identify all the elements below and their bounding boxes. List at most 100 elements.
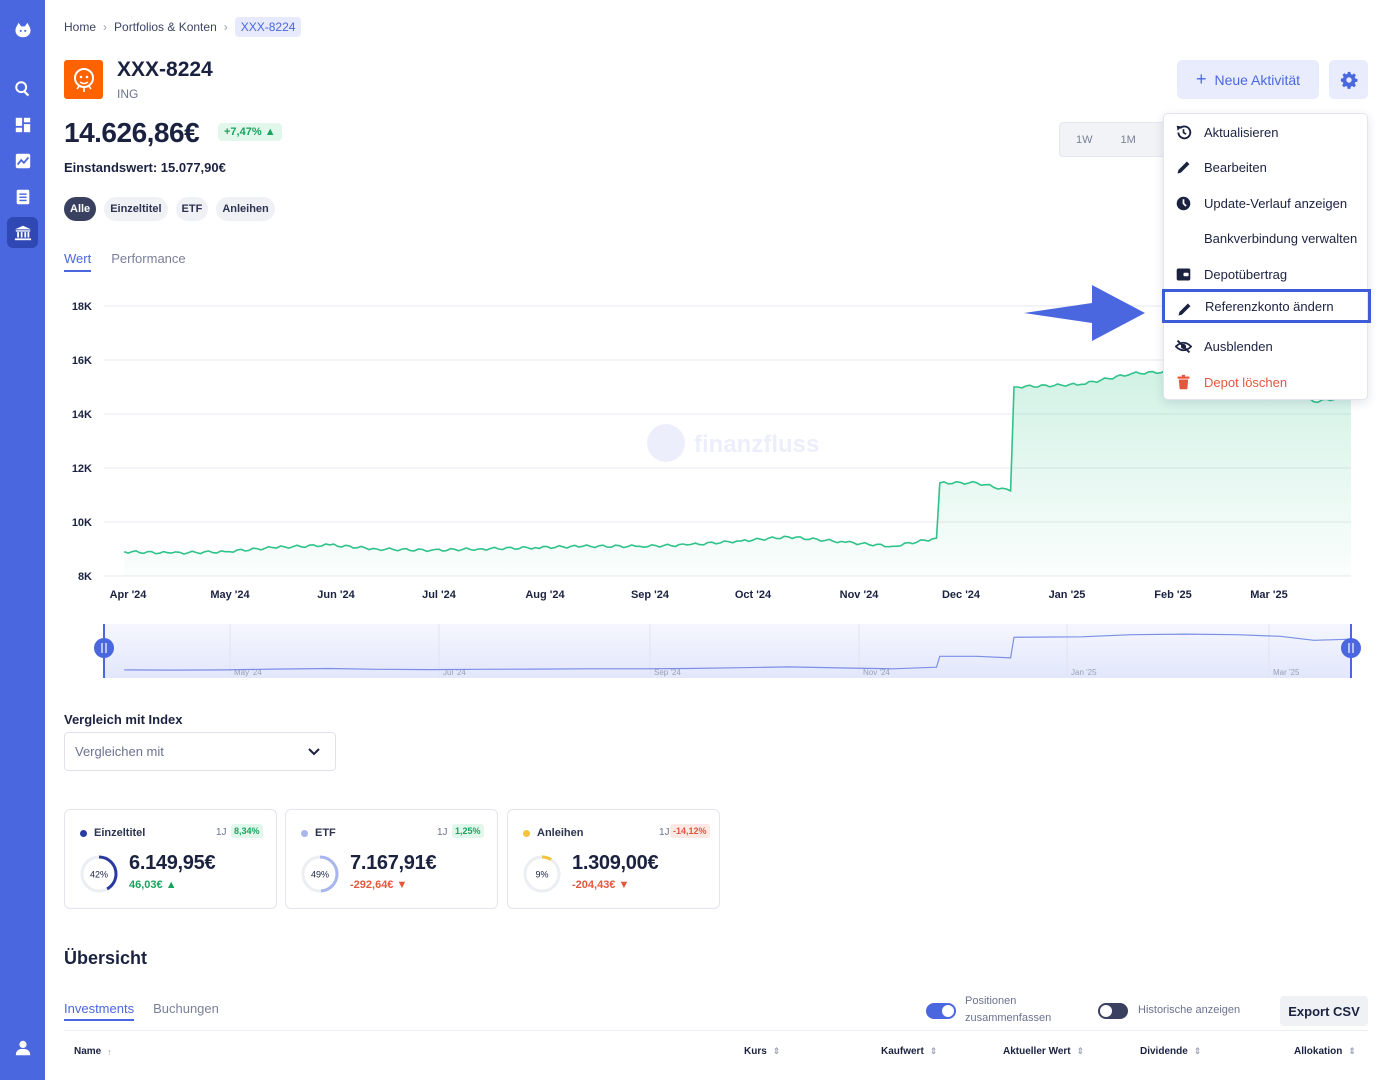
menu-item-reference-account[interactable]: Referenzkonto ändern (1162, 289, 1371, 323)
menu-item-refresh[interactable]: Aktualisieren (1164, 115, 1369, 149)
new-activity-button[interactable]: + Neue Aktivität (1177, 60, 1319, 99)
column-header-kurs[interactable]: Kurs ⇕ (744, 1046, 781, 1057)
breadcrumb-portfolios[interactable]: Portfolios & Konten (114, 20, 217, 34)
toggle-show-historic[interactable] (1098, 1003, 1128, 1019)
x-tick-label: Apr '24 (110, 589, 148, 601)
portfolio-value: 14.626,86€ (64, 117, 200, 148)
bank-icon[interactable] (7, 217, 38, 248)
history-refresh-icon (1176, 125, 1192, 140)
export-csv-button[interactable]: Export CSV (1280, 996, 1368, 1026)
x-tick-label: Nov '24 (840, 589, 880, 601)
watermark: finanzfluss (647, 424, 819, 462)
card-performance-badge: 1,25% (452, 824, 484, 838)
menu-item-depot-transfer[interactable]: Depotübertrag (1164, 257, 1369, 291)
filter-chip-alle[interactable]: Alle (64, 197, 97, 221)
overview-tabs: Investments Buchungen (64, 1001, 219, 1021)
sidebar (0, 0, 45, 1080)
trash-icon (1177, 374, 1190, 390)
chevron-right-icon: › (103, 20, 108, 34)
menu-item-hide[interactable]: Ausblenden (1164, 329, 1369, 363)
series-area (124, 369, 1352, 576)
card-delta: 46,03€ ▲ (129, 879, 177, 891)
x-tick-label: Jan '25 (1049, 589, 1086, 601)
filter-chip-anleihen[interactable]: Anleihen (216, 197, 275, 221)
search-icon[interactable] (7, 73, 38, 104)
bank-name: ING (117, 87, 139, 101)
finanzfluss-logo-icon[interactable] (7, 14, 38, 45)
navigator-label: Nov '24 (863, 668, 890, 677)
range-selector: 1W 1M Y (1059, 122, 1171, 157)
chart-icon[interactable] (7, 145, 38, 176)
navigator-label: Mar '25 (1273, 668, 1300, 677)
legend-dot (523, 830, 530, 837)
allocation-donut: 9% (523, 855, 561, 893)
navigator-label: Jan '25 (1071, 668, 1097, 677)
column-header-aktueller-wert[interactable]: Aktueller Wert ⇕ (1003, 1046, 1085, 1057)
tab-buchungen[interactable]: Buchungen (153, 1001, 219, 1016)
asset-class-card[interactable]: Einzeltitel 1J 8,34% 42% 6.149,95€ 46,03€ ▲ (64, 809, 277, 909)
breadcrumb: Home › Portfolios & Konten › XXX-8224 (64, 17, 302, 37)
x-tick-label: Aug '24 (525, 589, 565, 601)
chevron-down-icon (308, 748, 320, 756)
clock-history-icon (1176, 196, 1191, 211)
menu-item-bank-connection[interactable]: Bankverbindung verwalten (1204, 230, 1358, 246)
x-tick-label: Oct '24 (735, 589, 772, 601)
column-header-allokation[interactable]: Allokation ⇕ (1294, 1046, 1356, 1057)
allocation-donut: 49% (301, 855, 339, 893)
allocation-share: 9% (535, 870, 548, 880)
user-icon[interactable] (7, 1032, 38, 1063)
tab-investments[interactable]: Investments (64, 1001, 135, 1021)
navigator-label: Jul '24 (443, 668, 466, 677)
asset-class-card[interactable]: Anleihen 1J -14,12% 9% 1.309,00€ -204,43€ ▼ (507, 809, 720, 909)
y-tick-label: 10K (72, 517, 92, 529)
annotation-arrow (1024, 285, 1145, 341)
menu-item-delete-depot[interactable]: Depot löschen (1164, 365, 1369, 399)
card-delta: -204,43€ ▼ (572, 879, 630, 891)
allocation-donut: 42% (80, 855, 118, 893)
card-name: Einzeltitel (94, 827, 146, 839)
legend-dot (80, 830, 87, 837)
filter-chip-einzeltitel[interactable]: Einzeltitel (104, 197, 168, 221)
ing-lion-logo (64, 60, 103, 99)
card-value: 7.167,91€ (350, 852, 437, 874)
allocation-share: 49% (311, 870, 329, 880)
change-badge: +7,47% ▲ (218, 123, 282, 141)
column-header-kaufwert[interactable]: Kaufwert ⇕ (881, 1046, 938, 1057)
compare-index-select[interactable]: Vergleichen mit (64, 732, 336, 771)
series-line (123, 368, 1352, 555)
card-delta: -292,64€ ▼ (350, 879, 408, 891)
column-header-name[interactable]: Name ↑ (74, 1046, 112, 1057)
filter-chip-etf[interactable]: ETF (175, 197, 209, 221)
settings-button[interactable] (1329, 60, 1368, 99)
document-icon[interactable] (7, 181, 38, 212)
tab-performance[interactable]: Performance (111, 251, 186, 266)
breadcrumb-home[interactable]: Home (64, 20, 97, 34)
dashboard-icon[interactable] (7, 109, 38, 140)
menu-item-update-history[interactable]: Update-Verlauf anzeigen (1164, 186, 1369, 220)
range-1m[interactable]: 1M (1120, 133, 1136, 146)
x-tick-label: Mar '25 (1250, 589, 1287, 601)
column-header-dividende[interactable]: Dividende ⇕ (1140, 1046, 1202, 1057)
menu-item-edit[interactable]: Bearbeiten (1164, 150, 1369, 184)
card-value: 6.149,95€ (129, 852, 216, 874)
toggle-merge-positions[interactable] (926, 1003, 956, 1019)
card-name: Anleihen (537, 827, 584, 839)
card-period: 1J (437, 827, 448, 838)
navigator-handle[interactable] (94, 638, 114, 658)
wallet-icon (1176, 268, 1191, 281)
y-tick-label: 12K (72, 463, 92, 475)
triangle-down-icon: ▼ (396, 879, 408, 891)
asset-class-card[interactable]: ETF 1J 1,25% 49% 7.167,91€ -292,64€ ▼ (285, 809, 498, 909)
overview-title: Übersicht (64, 948, 148, 968)
range-navigator (104, 624, 1351, 678)
tab-wert[interactable]: Wert (64, 251, 92, 272)
allocation-share: 42% (90, 870, 108, 880)
range-1w[interactable]: 1W (1076, 133, 1093, 146)
portfolio-value-chart[interactable]: 8K 10K 12K 14K 16K 18K finanzfluss Apr '24 May '… (64, 290, 1364, 690)
arrow-up-icon: ↑ (107, 1046, 112, 1057)
plus-icon: + (1195, 69, 1207, 89)
pencil-icon (1177, 161, 1190, 174)
y-tick-label: 18K (72, 301, 92, 313)
navigator-handle[interactable] (1341, 638, 1361, 658)
navigator-label: May '24 (234, 668, 262, 677)
